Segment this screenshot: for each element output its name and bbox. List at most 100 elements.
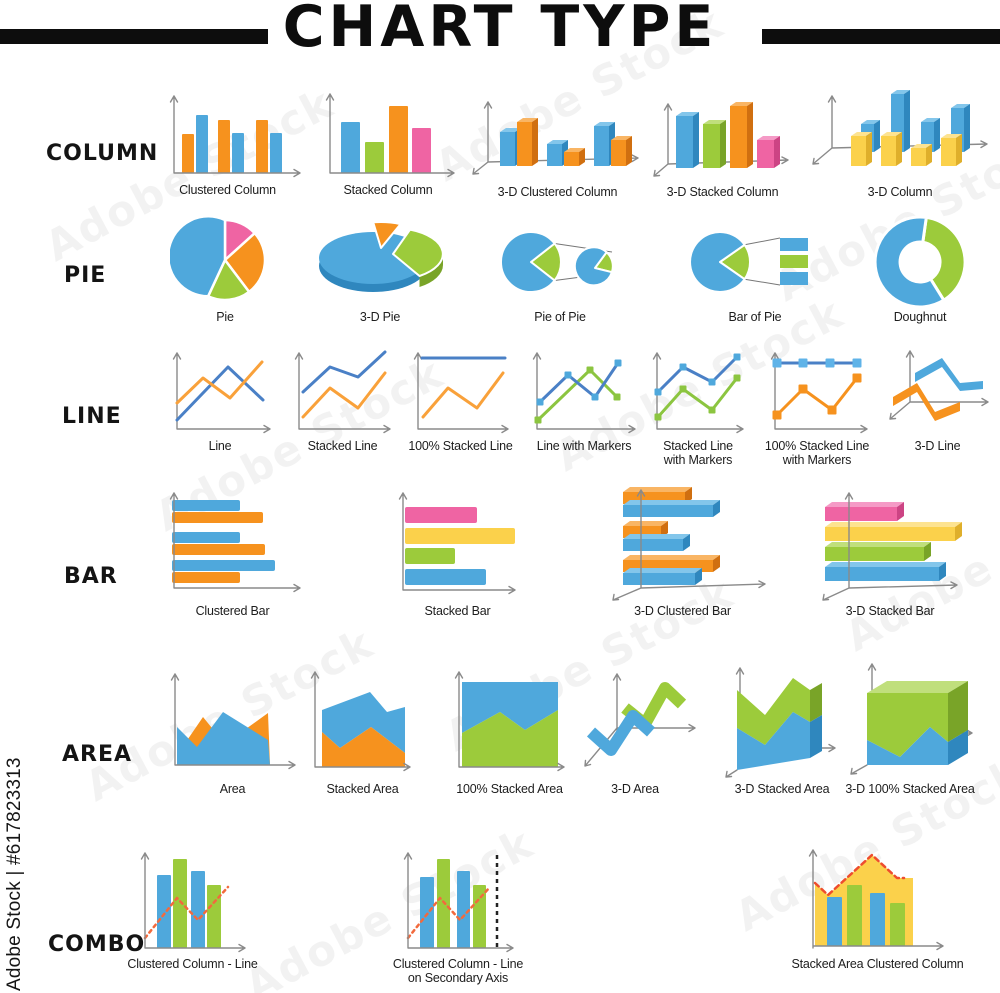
threed-hundred-stacked-area-chart: 3-D 100% Stacked Area bbox=[845, 660, 975, 796]
line-with-markers-chart: Line with Markers bbox=[528, 345, 640, 453]
chart-caption: 3-D Column bbox=[867, 185, 933, 199]
chart-caption: Area bbox=[219, 782, 246, 796]
hundred-stacked-line-icon bbox=[413, 352, 509, 434]
stacked-bar-icon bbox=[398, 492, 516, 595]
chart-caption: Clustered Bar bbox=[195, 604, 270, 618]
threed-stacked-column-chart: 3-D Stacked Column bbox=[650, 88, 795, 199]
clustered-bar-chart: Clustered Bar bbox=[160, 486, 305, 618]
area-icon bbox=[170, 673, 296, 770]
title-rule-right bbox=[762, 29, 1000, 44]
chart-caption: Clustered Column - Line bbox=[127, 957, 258, 971]
chart-caption: Stacked Area Clustered Column bbox=[791, 957, 964, 971]
chart-caption: Pie of Pie bbox=[534, 310, 586, 324]
chart-caption: 3-D Stacked Area bbox=[734, 782, 830, 796]
stacked-area-icon bbox=[310, 671, 411, 772]
pie-of-pie-chart: Pie of Pie bbox=[495, 212, 625, 324]
hundred-stacked-area-chart: 100% Stacked Area bbox=[452, 660, 567, 796]
threed-pie-chart: 3-D Pie bbox=[305, 212, 455, 324]
threed-hundred-stacked-area-icon bbox=[850, 663, 973, 775]
line-with-markers-icon bbox=[532, 352, 636, 434]
threed-clustered-bar-chart: 3-D Clustered Bar bbox=[595, 486, 770, 618]
chart-caption: 3-D Area bbox=[611, 782, 659, 796]
stacked-bar-chart: Stacked Bar bbox=[395, 486, 520, 618]
clustered-bar-icon bbox=[169, 492, 301, 593]
stacked-area-chart: Stacked Area bbox=[310, 660, 415, 796]
chart-caption: 3-D 100% Stacked Area bbox=[845, 782, 975, 796]
row-label-bar: BAR bbox=[64, 564, 118, 589]
threed-column-icon bbox=[812, 90, 988, 166]
hundred-stacked-area-icon bbox=[454, 671, 565, 772]
stacked-column-chart: Stacked Column bbox=[318, 88, 458, 197]
stacked-area-clustered-column-chart: Stacked Area Clustered Column bbox=[791, 845, 964, 971]
pie-chart: Pie bbox=[170, 212, 280, 324]
chart-caption: Stacked Line with Markers bbox=[663, 439, 733, 468]
clustered-column-icon bbox=[169, 95, 301, 178]
doughnut-chart: Doughnut bbox=[860, 212, 980, 324]
chart-caption: Clustered Column bbox=[179, 183, 276, 197]
stacked-line-icon bbox=[294, 350, 391, 434]
threed-clustered-column-icon bbox=[472, 101, 639, 175]
chart-caption: Stacked Line bbox=[307, 439, 378, 453]
stacked-line-with-markers-chart: Stacked Line with Markers bbox=[648, 345, 748, 468]
threed-stacked-area-chart: 3-D Stacked Area bbox=[722, 660, 842, 796]
clustered-column-line-icon bbox=[140, 852, 246, 953]
hundred-stacked-line-with-markers-chart: 100% Stacked Line with Markers bbox=[762, 345, 872, 468]
clustered-column-line-secondary-axis-icon bbox=[403, 852, 514, 953]
threed-stacked-bar-chart: 3-D Stacked Bar bbox=[815, 486, 965, 618]
chart-caption: Stacked Column bbox=[343, 183, 433, 197]
chart-caption: Bar of Pie bbox=[728, 310, 782, 324]
threed-clustered-bar-icon bbox=[612, 487, 766, 601]
threed-line-icon bbox=[889, 350, 989, 421]
chart-caption: 3-D Clustered Bar bbox=[634, 604, 731, 618]
threed-stacked-area-icon bbox=[725, 667, 836, 778]
hundred-stacked-line-with-markers-icon bbox=[770, 352, 868, 434]
clustered-column-line-chart: Clustered Column - Line bbox=[127, 845, 258, 971]
chart-caption: 100% Stacked Line bbox=[408, 439, 513, 453]
threed-stacked-bar-icon bbox=[822, 492, 962, 601]
threed-line-chart: 3-D Line bbox=[880, 345, 995, 453]
threed-stacked-column-icon bbox=[653, 102, 789, 177]
hundred-stacked-line-chart: 100% Stacked Line bbox=[408, 345, 513, 453]
bar-of-pie-icon bbox=[689, 231, 808, 293]
threed-area-chart: 3-D Area bbox=[570, 660, 700, 796]
doughnut-icon bbox=[873, 215, 967, 308]
threed-clustered-column-chart: 3-D Clustered Column bbox=[470, 88, 645, 199]
stock-credit: Adobe Stock | #617823313 bbox=[4, 757, 25, 991]
chart-caption: 3-D Line bbox=[914, 439, 961, 453]
chart-caption: 3-D Clustered Column bbox=[497, 185, 618, 199]
pie-icon bbox=[170, 215, 267, 302]
chart-caption: 3-D Stacked Bar bbox=[845, 604, 935, 618]
threed-column-chart: 3-D Column bbox=[805, 88, 995, 199]
area-chart: Area bbox=[165, 660, 300, 796]
row-label-line: LINE bbox=[62, 404, 122, 429]
threed-pie-icon bbox=[319, 221, 444, 292]
row-label-column: COLUMN bbox=[46, 141, 159, 166]
row-label-combo: COMBO bbox=[48, 932, 146, 957]
title-rule-left bbox=[0, 29, 268, 44]
threed-area-icon bbox=[584, 673, 696, 767]
stacked-line-with-markers-icon bbox=[652, 352, 744, 434]
clustered-column-line-secondary-axis-chart: Clustered Column - Line on Secondary Axi… bbox=[393, 845, 523, 986]
stacked-area-clustered-column-icon bbox=[808, 849, 944, 951]
row-label-pie: PIE bbox=[64, 263, 107, 288]
chart-caption: Stacked Area bbox=[326, 782, 399, 796]
clustered-column-chart: Clustered Column bbox=[150, 88, 305, 197]
bar-of-pie-chart: Bar of Pie bbox=[680, 212, 830, 324]
row-label-area: AREA bbox=[62, 742, 133, 767]
chart-caption: 3-D Pie bbox=[359, 310, 401, 324]
pie-of-pie-icon bbox=[500, 231, 614, 293]
chart-caption: 100% Stacked Area bbox=[456, 782, 563, 796]
chart-caption: Clustered Column - Line on Secondary Axi… bbox=[392, 957, 524, 986]
chart-caption: 3-D Stacked Column bbox=[666, 185, 779, 199]
chart-caption: Pie bbox=[216, 310, 234, 324]
chart-caption: Line with Markers bbox=[536, 439, 632, 453]
chart-caption: Stacked Bar bbox=[424, 604, 491, 618]
page-title: CHART TYPE bbox=[282, 0, 718, 60]
line-icon bbox=[172, 352, 271, 434]
chart-caption: Doughnut bbox=[893, 310, 947, 324]
chart-caption: Line bbox=[208, 439, 232, 453]
stacked-column-icon bbox=[325, 93, 455, 178]
line-chart: Line bbox=[165, 345, 275, 453]
chart-caption: 100% Stacked Line with Markers bbox=[764, 439, 870, 468]
